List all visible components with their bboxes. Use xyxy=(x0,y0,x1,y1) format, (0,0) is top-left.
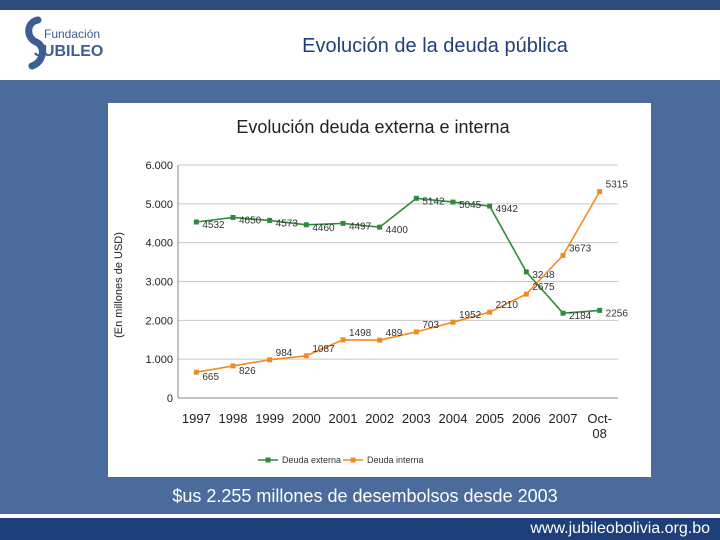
caption-text: $us 2.255 millones de desembolsos desde … xyxy=(172,486,558,506)
x-tick-label: 2003 xyxy=(402,411,431,426)
x-tick-label: 2007 xyxy=(549,411,578,426)
footer-divider xyxy=(0,514,720,518)
data-label: 2210 xyxy=(496,300,519,311)
chart-title: Evolución deuda externa e interna xyxy=(236,117,510,137)
y-tick-label: 6.000 xyxy=(145,160,173,172)
x-tick-label: 2002 xyxy=(365,411,394,426)
data-label: 4573 xyxy=(276,218,299,229)
data-label: 4942 xyxy=(496,204,519,215)
data-label: 4650 xyxy=(239,215,262,226)
data-point xyxy=(193,369,199,375)
data-label: 665 xyxy=(202,372,219,383)
data-point xyxy=(340,220,346,226)
data-point xyxy=(267,217,273,223)
y-tick-label: 5.000 xyxy=(145,199,173,211)
data-label: 703 xyxy=(422,320,439,331)
data-label: 1952 xyxy=(459,310,482,321)
y-tick-label: 3.000 xyxy=(145,277,173,289)
debt-line-chart: Evolución deuda externa e interna (En mi… xyxy=(113,117,629,465)
data-point xyxy=(377,224,383,230)
series-line-1 xyxy=(196,191,601,373)
data-point xyxy=(560,252,566,258)
data-point xyxy=(523,291,529,297)
data-label: 3673 xyxy=(569,243,592,254)
series-line-0 xyxy=(196,197,600,315)
data-point xyxy=(597,307,603,313)
x-tick-label: 1999 xyxy=(255,411,284,426)
gridlines xyxy=(178,164,618,360)
data-point xyxy=(487,309,493,315)
data-point xyxy=(303,222,309,228)
data-point xyxy=(413,329,419,335)
x-tick-label: 2004 xyxy=(439,411,468,426)
data-label: 2675 xyxy=(532,282,555,293)
x-tick-label: 1997 xyxy=(182,411,211,426)
data-label: 489 xyxy=(386,328,403,339)
legend: Deuda externa Deuda interna xyxy=(258,455,424,465)
data-label: 2256 xyxy=(606,308,629,319)
data-point xyxy=(340,337,346,343)
page-title: Evolución de la deuda pública xyxy=(302,35,568,57)
data-label: 1087 xyxy=(312,344,335,355)
footer-bar xyxy=(0,518,720,540)
data-label: 5315 xyxy=(606,180,629,191)
data-point xyxy=(450,199,456,205)
y-axis-label: (En millones de USD) xyxy=(113,232,125,338)
x-tick-label: 1998 xyxy=(219,411,248,426)
footer-url: www.jubileobolivia.org.bo xyxy=(530,520,710,537)
data-point xyxy=(377,337,383,343)
x-tick-label: Oct-08 xyxy=(587,411,612,441)
data-point xyxy=(450,319,456,325)
data-point xyxy=(487,203,493,209)
data-label: 4532 xyxy=(202,220,225,231)
data-label: 4497 xyxy=(349,221,372,232)
logo-big-text: JUBILEO xyxy=(34,43,103,60)
y-tick-label: 4.000 xyxy=(145,238,173,250)
legend-label: Deuda interna xyxy=(367,455,424,465)
top-bar xyxy=(0,0,720,10)
legend-label: Deuda externa xyxy=(282,455,341,465)
data-label: 4460 xyxy=(312,223,335,234)
data-label: 5142 xyxy=(422,196,445,207)
data-label: 5045 xyxy=(459,200,482,211)
fundacion-jubileo-logo: Fundación JUBILEO xyxy=(25,16,103,70)
logo-small-text: Fundación xyxy=(44,27,100,41)
slide-header xyxy=(0,10,720,80)
data-label: 984 xyxy=(276,348,293,359)
logo-swoosh xyxy=(25,16,46,70)
data-label: 1498 xyxy=(349,328,372,339)
axes: 0 1.000 2.000 3.000 4.000 5.000 6.000 1997 1998 1… xyxy=(145,160,618,441)
y-tick-label: 0 xyxy=(167,393,173,405)
data-point xyxy=(230,363,236,369)
y-tick-label: 1.000 xyxy=(145,354,173,366)
data-label: 2184 xyxy=(569,311,592,322)
y-tick-label: 2.000 xyxy=(145,315,173,327)
x-tick-label: 2000 xyxy=(292,411,321,426)
data-label: 826 xyxy=(239,366,256,377)
legend-swatch-marker xyxy=(265,457,271,463)
x-tick-label: 2005 xyxy=(475,411,504,426)
data-label: 4400 xyxy=(386,225,409,236)
x-tick-label: 2001 xyxy=(329,411,358,426)
data-point xyxy=(230,214,236,220)
x-tick-label: 2006 xyxy=(512,411,541,426)
legend-swatch-marker xyxy=(350,457,356,463)
data-point xyxy=(560,310,566,316)
chart-panel: Evolución deuda externa e interna (En mi… xyxy=(108,103,651,477)
data-point xyxy=(523,269,529,275)
data-point xyxy=(597,189,603,195)
data-point xyxy=(193,219,199,225)
data-point xyxy=(303,353,309,359)
data-point xyxy=(267,357,273,363)
data-point xyxy=(413,195,419,201)
